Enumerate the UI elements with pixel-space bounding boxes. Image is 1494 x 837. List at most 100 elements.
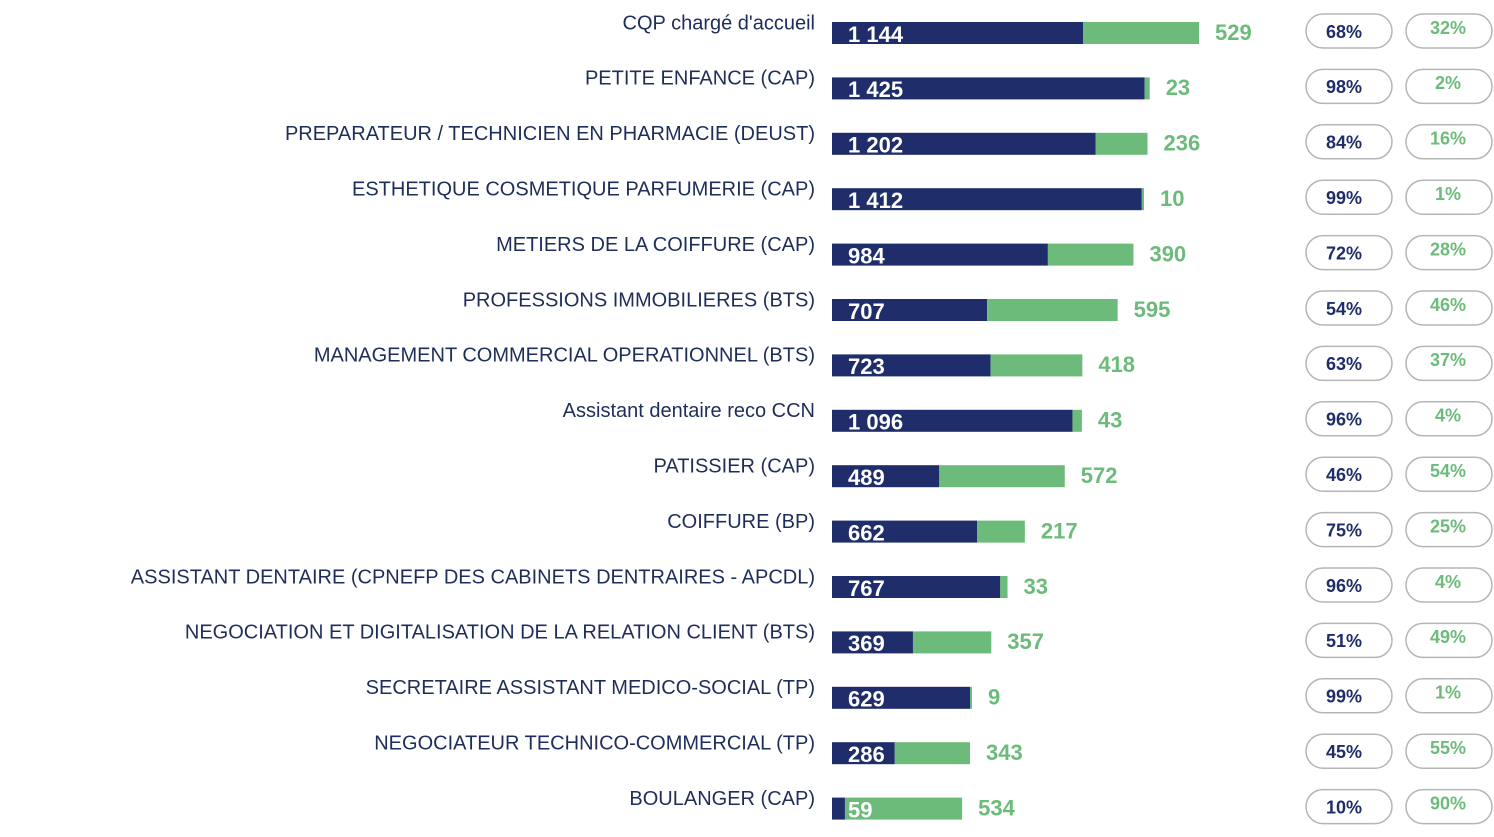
bar-label: 707 [848, 299, 885, 324]
share-pill [1405, 68, 1493, 105]
bar-segment [832, 299, 988, 321]
share-label: 4% [1435, 572, 1461, 592]
bar-segment [1000, 576, 1008, 598]
share-pill [1405, 456, 1493, 492]
bar-label: 489 [848, 465, 885, 490]
bar-label: 357 [1007, 629, 1044, 654]
bar-segment [832, 686, 971, 709]
share-pill [1305, 345, 1393, 382]
bar-label: 629 [848, 687, 885, 712]
bar-label: 723 [848, 354, 885, 379]
bar-segment [832, 354, 991, 377]
share-pill [1405, 124, 1493, 160]
share-label: 32% [1430, 18, 1466, 38]
share-pill [1405, 567, 1493, 603]
bar-segment [1144, 77, 1150, 100]
share-label: 2% [1435, 73, 1461, 93]
share-pill [1305, 179, 1393, 215]
bar-segment [1082, 22, 1200, 44]
share-label: 25% [1430, 516, 1466, 536]
category-label: PREPARATEUR / TECHNICIEN EN PHARMACIE (D… [285, 123, 815, 145]
bar-label: 59 [848, 797, 872, 822]
category-label: CQP chargé d'accueil [623, 12, 815, 34]
bar-segment [832, 22, 1083, 44]
share-label: 46% [1430, 295, 1466, 315]
share-pill [1305, 456, 1393, 492]
category-label: ESTHETIQUE COSMETIQUE PARFUMERIE (CAP) [352, 178, 815, 200]
share-label: 99% [1326, 188, 1362, 208]
bar-label: 390 [1149, 241, 1186, 266]
bar-segment [987, 299, 1118, 321]
share-label: 1% [1435, 683, 1461, 703]
bar-label: 1 412 [848, 188, 903, 213]
share-label: 54% [1430, 461, 1466, 481]
bar-label: 9 [988, 685, 1000, 710]
bar-segment [1072, 409, 1082, 432]
share-label: 37% [1430, 350, 1466, 370]
bar-segment [832, 631, 913, 654]
share-label: 45% [1326, 742, 1362, 762]
bar-segment [912, 631, 992, 654]
bar-segment [832, 77, 1145, 100]
category-label: PATISSIER (CAP) [653, 455, 815, 477]
bar-label: 595 [1134, 297, 1171, 322]
bar-segment [832, 132, 1096, 155]
share-pill [1305, 68, 1393, 105]
share-pill [1305, 401, 1393, 437]
bar-segment [939, 465, 1065, 488]
share-label: 75% [1326, 520, 1362, 540]
bar-label: 343 [986, 740, 1023, 765]
bar-label: 572 [1081, 463, 1118, 488]
category-label: PETITE ENFANCE (CAP) [585, 68, 815, 90]
bar-label: 662 [848, 520, 885, 545]
share-pill [1405, 234, 1493, 271]
bar-label: 984 [848, 243, 885, 268]
category-label: NEGOCIATION ET DIGITALISATION DE LA RELA… [185, 622, 815, 644]
share-pill [1305, 511, 1393, 548]
bar-label: 534 [978, 795, 1015, 820]
share-pill [1405, 345, 1493, 382]
bar-label: 767 [848, 576, 885, 601]
bar-label: 236 [1163, 131, 1200, 156]
category-label: Assistant dentaire reco CCN [563, 400, 815, 422]
share-label: 96% [1326, 576, 1362, 596]
share-label: 99% [1326, 687, 1362, 707]
share-label: 68% [1326, 22, 1362, 42]
bar-label: 1 202 [848, 133, 903, 158]
category-label: BOULANGER (CAP) [629, 788, 815, 810]
share-pill [1305, 234, 1393, 271]
bar-segment [832, 742, 895, 765]
category-label: NEGOCIATEUR TECHNICO-COMMERCIAL (TP) [374, 732, 815, 754]
share-label: 55% [1430, 738, 1466, 758]
bar-segment [832, 465, 940, 488]
share-pill [1305, 733, 1393, 769]
share-label: 10% [1326, 797, 1362, 817]
bar-segment [832, 576, 1001, 598]
category-label: METIERS DE LA COIFFURE (CAP) [496, 234, 815, 256]
share-label: 16% [1430, 129, 1466, 149]
category-label: COIFFURE (BP) [667, 511, 815, 533]
share-pill [1405, 401, 1493, 437]
bar-label: 529 [1215, 20, 1252, 45]
share-label: 96% [1326, 410, 1362, 430]
bar-segment [832, 409, 1073, 432]
share-label: 63% [1326, 354, 1362, 374]
bar-segment [990, 354, 1083, 377]
share-label: 72% [1326, 243, 1362, 263]
share-pill [1405, 733, 1493, 769]
bar-label: 369 [848, 631, 885, 656]
share-pill [1405, 290, 1493, 326]
share-pill [1405, 13, 1493, 49]
share-label: 49% [1430, 627, 1466, 647]
bar-segment [970, 686, 972, 709]
share-label: 1% [1435, 184, 1461, 204]
category-label: ASSISTANT DENTAIRE (CPNEFP DES CABINETS … [131, 566, 815, 588]
share-label: 46% [1326, 465, 1362, 485]
bar-label: 1 144 [848, 22, 904, 47]
bar-label: 23 [1166, 75, 1190, 100]
share-label: 90% [1430, 793, 1466, 813]
bar-segment [832, 520, 978, 543]
bar-segment [977, 520, 1025, 543]
share-pill [1405, 678, 1493, 714]
